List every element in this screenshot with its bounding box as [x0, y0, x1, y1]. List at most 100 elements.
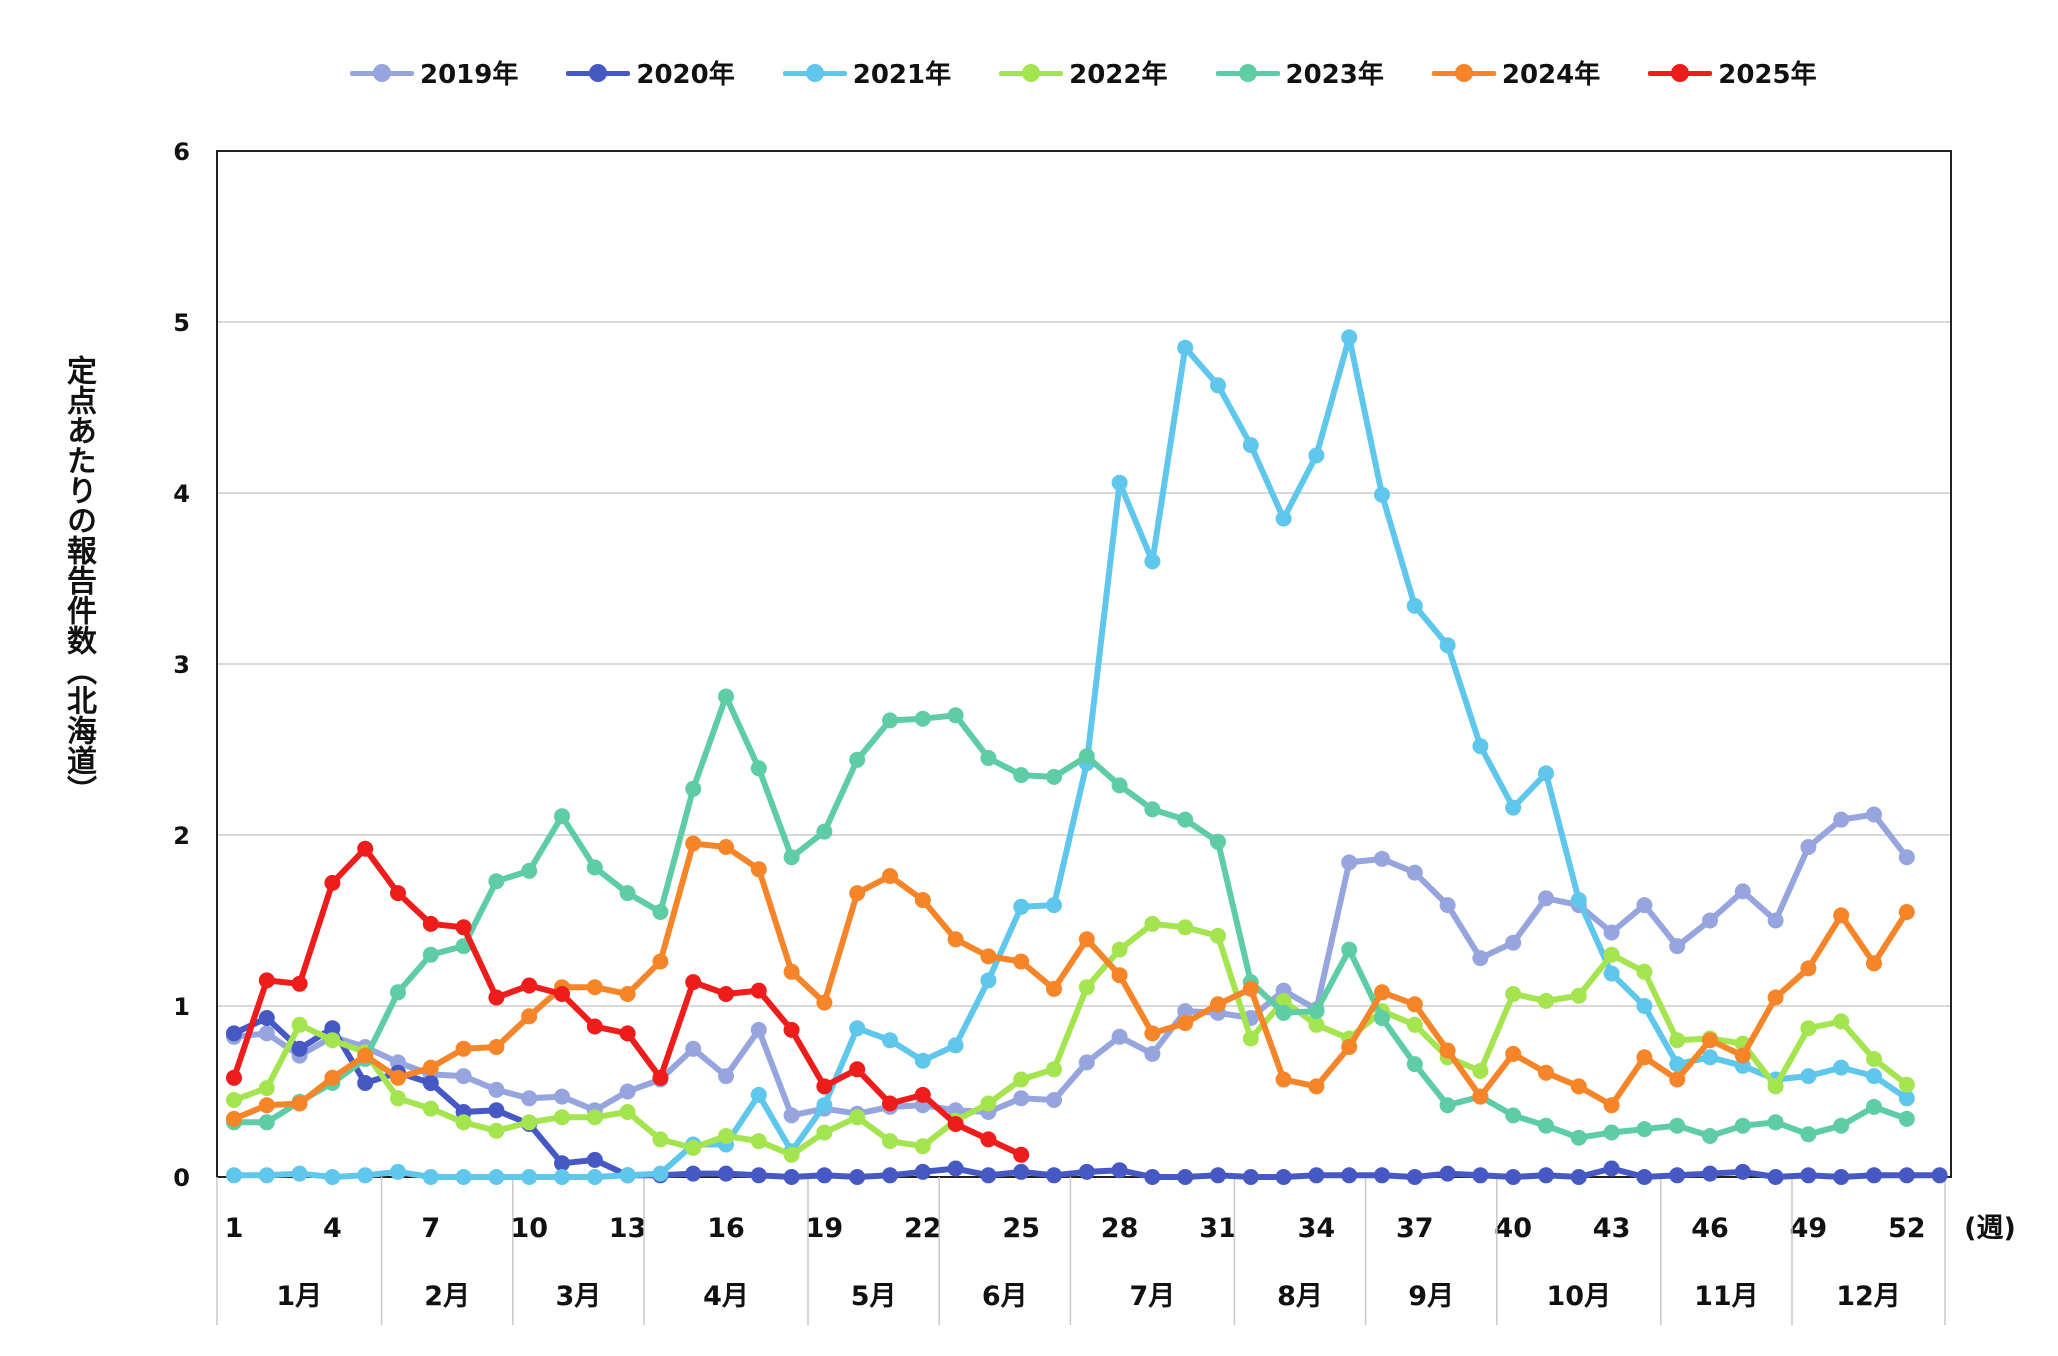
data-point	[783, 1146, 800, 1163]
data-point	[291, 975, 308, 992]
data-point	[980, 972, 997, 989]
data-point	[750, 861, 767, 878]
data-point	[718, 1128, 734, 1144]
data-point	[1472, 1088, 1489, 1105]
data-point	[1866, 1098, 1882, 1115]
data-point	[1439, 1042, 1456, 1059]
x-unit-label: (週)	[1964, 1213, 2016, 1244]
data-point	[816, 994, 833, 1011]
data-point	[1505, 799, 1522, 816]
data-point	[521, 862, 538, 879]
data-point	[1439, 1165, 1456, 1182]
data-point	[258, 1097, 275, 1114]
data-point	[1669, 1032, 1686, 1049]
data-point	[1767, 1169, 1784, 1185]
data-point	[291, 1165, 308, 1182]
data-point	[488, 1102, 505, 1119]
data-point	[849, 1109, 866, 1126]
legend-swatch	[999, 63, 1064, 83]
data-point	[1734, 1047, 1751, 1064]
month-label: 12月	[1836, 1281, 1901, 1312]
data-point	[258, 1025, 275, 1042]
data-point	[258, 1010, 275, 1026]
data-point	[521, 1114, 538, 1131]
data-point	[488, 1169, 505, 1185]
data-point	[1734, 883, 1751, 900]
x-tick-label: 46	[1691, 1213, 1729, 1244]
data-point	[1177, 1015, 1194, 1032]
data-point	[226, 1092, 242, 1108]
data-point	[455, 919, 472, 936]
data-point	[586, 1169, 603, 1185]
data-point	[1013, 767, 1030, 784]
data-point	[1833, 811, 1850, 828]
data-point	[1046, 1092, 1062, 1108]
data-point	[1374, 486, 1390, 503]
data-point	[488, 873, 505, 890]
data-point	[1210, 377, 1226, 394]
legend-item: 2020年	[566, 54, 735, 91]
data-point	[1144, 1045, 1161, 1062]
data-point	[914, 1138, 931, 1155]
series-2025年	[226, 840, 1030, 1163]
x-tick-label: 4	[323, 1213, 342, 1244]
series-line	[231, 920, 1910, 1158]
series-2019年	[226, 806, 1915, 1124]
data-point	[1111, 967, 1128, 984]
data-point	[816, 1078, 833, 1095]
legend-swatch	[1431, 63, 1496, 83]
data-point	[685, 780, 702, 797]
data-point	[1046, 768, 1062, 785]
legend-label: 2024年	[1501, 60, 1601, 90]
data-point	[1144, 801, 1161, 818]
data-point	[1406, 597, 1423, 614]
data-point	[554, 1155, 570, 1172]
legend-swatch	[350, 63, 414, 83]
x-tick-label: 16	[707, 1213, 745, 1244]
y-tick-label: 5	[173, 309, 190, 337]
data-point	[1013, 1071, 1030, 1088]
data-point	[1636, 1121, 1653, 1138]
data-point	[750, 982, 767, 999]
data-point	[750, 760, 767, 777]
data-point	[1636, 1169, 1653, 1185]
data-point	[652, 1131, 669, 1148]
data-point	[619, 1083, 636, 1100]
data-point	[1603, 1160, 1620, 1177]
data-point	[652, 953, 669, 970]
data-point	[1439, 897, 1456, 914]
data-point	[619, 1025, 636, 1042]
data-point	[718, 986, 734, 1002]
x-tick-label: 10	[510, 1213, 548, 1244]
y-tick-label: 3	[173, 651, 190, 679]
data-point	[1603, 965, 1620, 982]
data-point	[357, 1047, 374, 1064]
data-point	[1078, 931, 1095, 948]
x-tick-label: 34	[1298, 1213, 1336, 1244]
month-label: 3月	[556, 1281, 602, 1312]
data-point	[816, 1124, 833, 1141]
data-point	[849, 1169, 866, 1185]
data-point	[521, 1090, 538, 1107]
data-point	[455, 1169, 472, 1185]
data-point	[1800, 839, 1817, 855]
data-point	[390, 1069, 406, 1086]
data-point	[1341, 1167, 1358, 1184]
data-point	[455, 1040, 472, 1057]
data-point	[1669, 1056, 1686, 1073]
data-point	[324, 1020, 341, 1037]
data-point	[849, 751, 866, 768]
data-point	[1702, 912, 1718, 929]
data-point	[914, 892, 931, 908]
legend-swatch	[566, 63, 631, 83]
x-tick-label: 52	[1888, 1213, 1926, 1244]
data-point	[422, 1075, 439, 1091]
data-point	[619, 986, 636, 1002]
data-point	[1866, 955, 1882, 972]
data-point	[1341, 941, 1358, 958]
month-label: 6月	[982, 1281, 1028, 1312]
x-tick-label: 31	[1199, 1213, 1237, 1244]
series-2022年	[226, 915, 1915, 1163]
data-point	[816, 823, 833, 840]
data-point	[685, 1165, 702, 1182]
